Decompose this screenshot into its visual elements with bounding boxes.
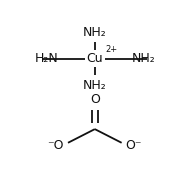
Text: ⁻O: ⁻O <box>48 139 64 152</box>
Text: NH₂: NH₂ <box>83 26 107 39</box>
Text: H₂N: H₂N <box>35 52 58 65</box>
Text: O⁻: O⁻ <box>126 139 142 152</box>
Text: 2+: 2+ <box>106 45 118 54</box>
Text: NH₂: NH₂ <box>83 79 107 92</box>
Text: Cu: Cu <box>87 52 103 65</box>
Text: NH₂: NH₂ <box>131 52 155 65</box>
Text: O: O <box>90 93 100 106</box>
